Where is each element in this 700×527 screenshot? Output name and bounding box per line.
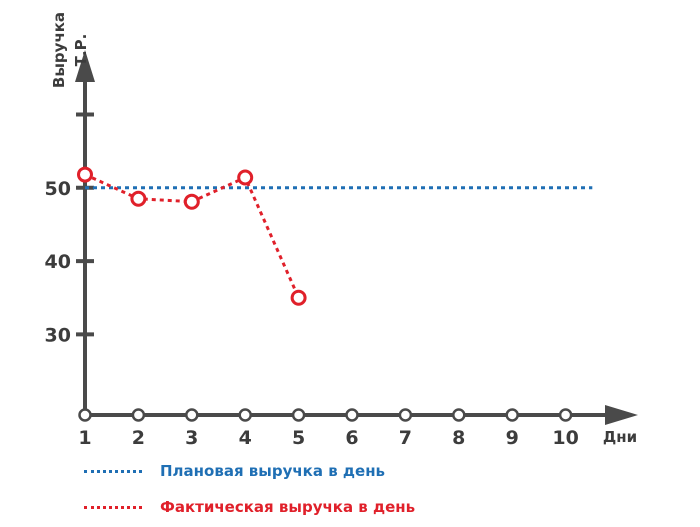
fact-point-2 bbox=[130, 190, 147, 207]
legend-fact-label: Фактическая выручка в день bbox=[160, 498, 416, 516]
y-axis-title-line-2: Т.Р. bbox=[72, 34, 90, 67]
x-tick-label-6: 6 bbox=[345, 427, 358, 449]
fact-point-5 bbox=[290, 289, 307, 306]
y-tick-label-40: 40 bbox=[45, 251, 71, 273]
x-axis-arrow bbox=[605, 405, 638, 425]
fact-point-3 bbox=[183, 193, 200, 210]
legend-plan: Плановая выручка в день bbox=[84, 462, 385, 480]
legend-plan-label: Плановая выручка в день bbox=[160, 462, 386, 480]
x-tick-1 bbox=[78, 408, 92, 422]
x-tick-label-3: 3 bbox=[185, 427, 198, 449]
y-tick-label-50: 50 bbox=[45, 178, 71, 200]
x-tick-label-5: 5 bbox=[292, 427, 305, 449]
series-layer bbox=[77, 166, 593, 306]
x-tick-label-2: 2 bbox=[132, 427, 145, 449]
x-tick-10 bbox=[558, 408, 573, 422]
x-tick-label-9: 9 bbox=[506, 427, 519, 449]
x-tick-label-1: 1 bbox=[78, 427, 91, 449]
fact-point-1 bbox=[77, 166, 93, 183]
x-axis-title: Дни bbox=[603, 428, 637, 446]
x-tick-2 bbox=[131, 408, 146, 422]
x-tick-3 bbox=[185, 408, 199, 422]
x-tick-label-4: 4 bbox=[239, 427, 252, 449]
x-tick-label-8: 8 bbox=[452, 427, 465, 449]
x-tick-5 bbox=[291, 408, 306, 422]
y-axis-title-line-1: Выручка bbox=[50, 12, 68, 88]
legend-fact: Фактическая выручка в день bbox=[84, 498, 415, 516]
series-line-2 bbox=[84, 173, 300, 299]
x-tick-label-10: 10 bbox=[552, 427, 578, 449]
legend-fact-swatch bbox=[84, 505, 142, 509]
x-tick-4 bbox=[238, 408, 252, 422]
legend-plan-swatch bbox=[84, 469, 142, 473]
x-tick-8 bbox=[452, 408, 466, 422]
x-tick-7 bbox=[398, 408, 413, 422]
x-tick-6 bbox=[345, 408, 359, 422]
labels: 30 40 50 1 2 3 4 5 6 7 8 9 10 Дни Выручка Т.Р. bbox=[45, 12, 638, 449]
axes bbox=[75, 50, 638, 425]
x-tick-9 bbox=[505, 408, 519, 422]
y-tick-label-30: 30 bbox=[45, 324, 71, 346]
x-tick-label-7: 7 bbox=[399, 427, 412, 449]
y-axis-arrow bbox=[75, 50, 95, 82]
fact-point-4 bbox=[237, 169, 254, 186]
